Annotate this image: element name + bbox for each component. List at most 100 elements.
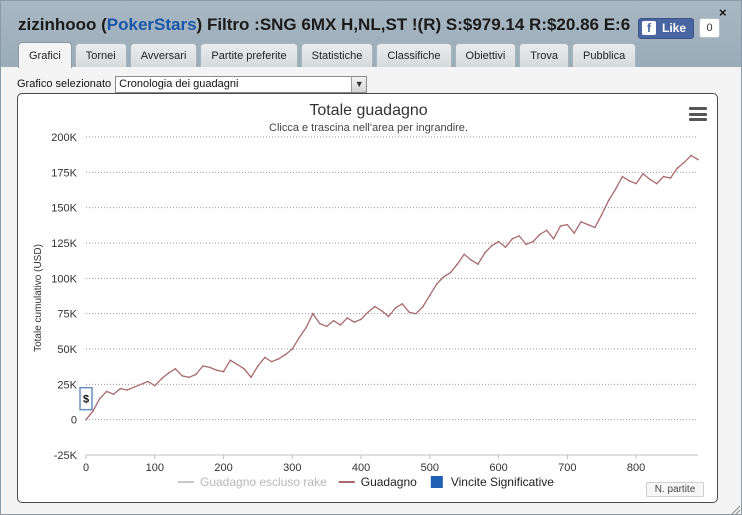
series-point: [380, 310, 383, 312]
series-point: [394, 307, 397, 309]
series-point: [263, 356, 266, 359]
series-point: [153, 384, 156, 387]
series-point: [98, 397, 101, 400]
series-point: [147, 380, 149, 383]
y-tick-label: -25K: [54, 450, 78, 462]
facebook-icon: f: [642, 21, 656, 35]
chart-selector-row: Grafico selezionato Cronologia dei guada…: [17, 75, 368, 93]
series-point: [105, 390, 108, 393]
legend-item-label[interactable]: Vincite Significative: [451, 475, 554, 489]
tab-trova[interactable]: Trova: [519, 43, 570, 67]
chart-plot[interactable]: -25K 0 25K 50K 75K 100K 125K 150K 175K 200K 0 100 20…: [18, 94, 719, 504]
series-point: [222, 370, 225, 373]
tab-pubblica[interactable]: Pubblica: [572, 43, 637, 67]
window-title: zizinhooo (PokerStars) Filtro :SNG 6MX H…: [18, 15, 631, 34]
series-point: [518, 235, 521, 237]
hamburger-menu-icon[interactable]: [689, 107, 707, 121]
series-point: [202, 365, 204, 367]
series-point: [291, 348, 294, 350]
series-point: [580, 221, 582, 223]
series-point: [477, 263, 479, 265]
significant-win-marker-label: $: [83, 394, 89, 406]
tab-statistiche[interactable]: Statistiche: [300, 43, 374, 67]
series-point: [442, 276, 445, 278]
series-point: [545, 229, 548, 232]
series-point: [470, 259, 472, 261]
series-point: [600, 213, 603, 216]
series-point: [133, 386, 135, 388]
x-tick-label: 100: [146, 462, 164, 474]
resize-grip-icon[interactable]: [729, 503, 741, 515]
series-point: [690, 154, 692, 157]
series-point: [284, 353, 287, 356]
facebook-like-widget[interactable]: f Like 0: [638, 17, 721, 39]
x-tick-label: 700: [558, 462, 576, 474]
tab-partite-preferite[interactable]: Partite preferite: [200, 43, 298, 67]
series-point: [422, 305, 424, 308]
chart-selector-label: Grafico selezionato: [17, 78, 112, 90]
series-point: [112, 393, 115, 396]
y-tick-label: 0: [71, 415, 77, 427]
y-tick-label: 25K: [57, 379, 77, 391]
series-point: [140, 383, 142, 386]
n-partite-button[interactable]: N. partite: [646, 482, 704, 497]
series-point: [511, 237, 514, 240]
series-point: [655, 182, 658, 185]
series-point: [607, 199, 610, 202]
series-point: [484, 252, 486, 254]
tab-obiettivi[interactable]: Obiettivi: [454, 43, 517, 67]
series-point: [353, 321, 355, 323]
chart-subtitle: Clicca e trascina nell'area per ingrandi…: [269, 122, 468, 134]
x-tick-label: 800: [627, 462, 645, 474]
series-point: [367, 311, 369, 314]
chevron-down-icon[interactable]: ▼: [351, 76, 367, 92]
facebook-like-label: Like: [662, 21, 687, 35]
series-point: [497, 240, 500, 243]
series-point: [85, 418, 87, 421]
chart-selector-dropdown[interactable]: Cronologia dei guadagni ▼: [115, 75, 368, 93]
series-point: [401, 302, 404, 305]
series-point: [250, 376, 252, 379]
x-tick-label: 500: [421, 462, 439, 474]
x-tick-label: 300: [283, 462, 301, 474]
x-tick-label: 0: [83, 462, 89, 474]
chart-panel[interactable]: Totale guadagno Clicca e trascina nell'a…: [17, 93, 718, 503]
legend-item-label[interactable]: Guadagno escluso rake: [200, 475, 327, 489]
series-point: [552, 237, 555, 240]
tab-tornei[interactable]: Tornei: [74, 43, 127, 67]
chart-title: Totale guadagno: [309, 102, 428, 119]
series-point: [614, 188, 617, 191]
series-point: [573, 232, 576, 234]
series-point: [532, 240, 534, 243]
series-point: [429, 294, 431, 297]
tab-avversari[interactable]: Avversari: [129, 43, 198, 67]
close-icon[interactable]: ×: [719, 5, 727, 20]
tab-classifiche[interactable]: Classifiche: [376, 43, 452, 67]
title-site: PokerStars: [106, 15, 197, 34]
series-point: [215, 369, 218, 372]
legend-symbol[interactable]: [430, 476, 443, 488]
series-point: [236, 363, 239, 366]
series-point: [449, 271, 452, 274]
significant-win-marker[interactable]: [79, 386, 93, 411]
series-point: [346, 317, 349, 319]
series-point: [587, 223, 589, 226]
series-point: [635, 182, 637, 185]
y-axis-title: Totale cumulativo (USD): [33, 244, 44, 352]
series-line-guadagno: [85, 154, 699, 421]
y-tick-label: 125K: [51, 238, 77, 250]
facebook-like-button[interactable]: f Like: [638, 17, 695, 39]
series-point: [387, 315, 390, 318]
series-point: [628, 180, 631, 182]
series-point: [559, 225, 562, 227]
y-tick-label: 150K: [51, 203, 77, 215]
legend-item-label[interactable]: Guadagno: [361, 475, 417, 489]
series-point: [676, 167, 679, 169]
series-point: [669, 177, 672, 179]
series-point: [490, 245, 493, 247]
series-point: [504, 246, 507, 249]
series-point: [208, 366, 211, 369]
title-filter: Filtro :SNG 6MX H,NL,ST !(R) S:$979.14 R…: [206, 15, 631, 34]
tab-grafici[interactable]: Grafici: [18, 42, 72, 68]
series-point: [539, 233, 541, 236]
